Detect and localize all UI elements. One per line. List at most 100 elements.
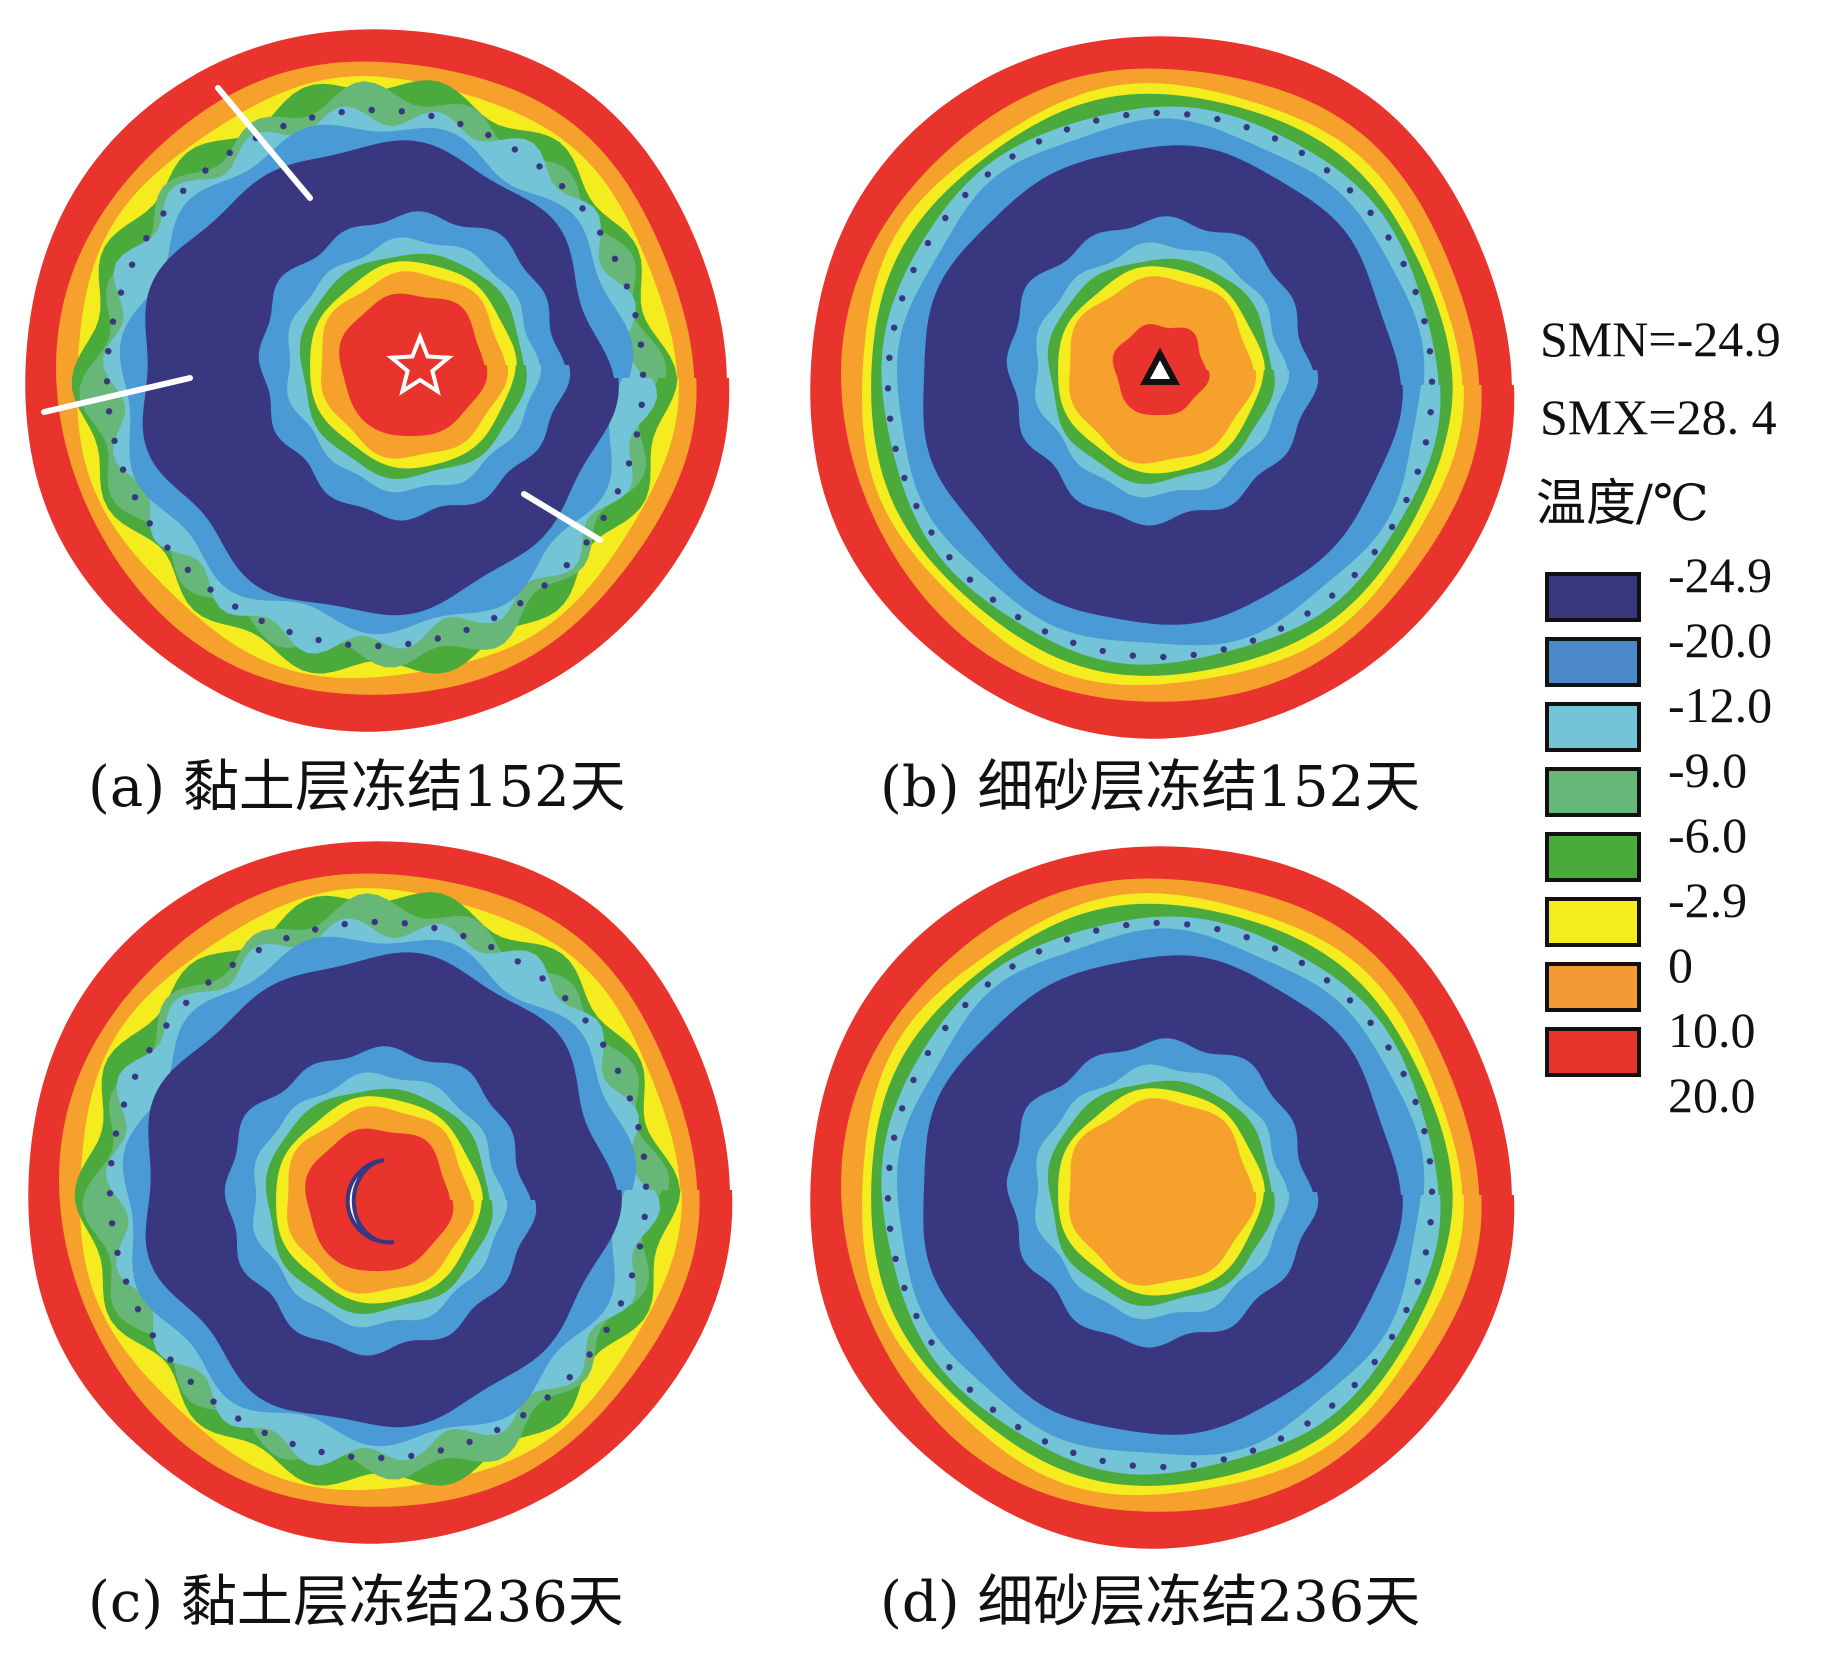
freeze-pipe-dot [614,488,622,495]
freeze-pipe-dot [1388,523,1396,531]
legend-title: 温度/℃ [1536,474,1709,532]
freeze-pipe-dot [341,920,348,928]
freeze-pipe-dot [928,1339,935,1346]
freeze-pipe-dot [1403,496,1410,504]
freeze-pipe-dot [1093,927,1100,934]
freeze-pipe-dot [899,295,906,302]
freeze-pipe-dot [520,1412,527,1419]
freeze-pipe-dot [1184,921,1191,928]
freeze-pipe-dot [111,437,118,444]
freeze-pipe-dot [901,1284,908,1292]
freeze-pipe-dot [1403,1306,1410,1314]
freeze-pipe-dot [368,106,375,114]
freeze-pipe-dot [1190,651,1197,659]
freeze-pipe-dot [1412,1098,1419,1106]
freeze-pipe-dot [614,1067,622,1075]
freeze-pipe-dot [105,408,113,415]
freeze-pipe-dot [457,120,464,128]
freeze-pipe-dot [1422,439,1430,446]
contour-panel-c [28,841,733,1544]
freeze-pipe-dot [544,1394,551,1401]
freeze-pipe-dot [884,385,892,392]
freeze-pipe-dot [112,1130,120,1137]
freeze-pipe-dot [312,926,319,933]
freeze-pipe-dot [1243,124,1250,131]
freeze-pipe-dot [1400,260,1407,268]
contour-core-outer [1069,1098,1256,1286]
legend-tick-label: -12.0 [1668,677,1773,733]
freeze-pipe-dot [886,1225,894,1232]
freeze-pipe-dot [180,187,187,194]
freeze-pipe-dot [405,640,412,648]
freeze-pipe-dot [1427,1219,1434,1226]
freeze-pipe-dot [205,979,212,986]
freeze-pipe-dot [901,474,908,482]
legend-tick-label: 10.0 [1668,1002,1756,1058]
freeze-pipe-dot [283,934,290,942]
freeze-pipe-dot [463,626,470,634]
freeze-pipe-dot [636,1243,644,1250]
freeze-pipe-dot [428,112,435,120]
freeze-pipe-dot [348,1453,355,1460]
legend-swatch [1545,702,1641,752]
freeze-pipe-dot [514,958,521,965]
freeze-pipe-dot [164,544,171,551]
freeze-pipe-dot [1220,646,1228,653]
freeze-pipe-dot [890,1134,898,1141]
freeze-pipe-dot [924,239,932,247]
freeze-pipe-dot [1099,647,1106,655]
freeze-pipe-dot [1385,1044,1392,1051]
contour-panel-d [810,846,1515,1549]
freeze-pipe-dot [989,1406,997,1413]
freeze-pipe-dot [371,918,378,926]
legend-swatch [1545,572,1641,622]
freeze-pipe-dot [946,1364,953,1371]
freeze-pipe-dot [641,1213,648,1221]
freeze-pipe-dot [984,171,991,178]
freeze-pipe-dot [1426,348,1434,355]
freeze-pipe-dot [119,466,127,473]
freeze-pipe-dot [1041,628,1049,635]
freeze-pipe-dot [1243,934,1250,941]
freeze-pipe-dot [1323,167,1331,174]
freeze-pipe-dot [401,920,408,927]
freeze-pipe-dot [633,431,641,438]
legend-tick-label: 20.0 [1668,1067,1756,1123]
freeze-pipe-dot [1367,209,1374,216]
leader-line [521,491,603,543]
freeze-pipe-dot [431,924,438,932]
freeze-pipe-dot [183,999,190,1006]
freeze-pipe-dot [910,266,917,274]
freeze-pipe-dot [1351,1381,1358,1389]
freeze-pipe-dot [309,114,316,121]
freeze-pipe-dot [494,1426,501,1434]
freeze-pipe-dot [146,520,153,527]
freeze-pipe-dot [106,1190,114,1197]
freeze-pipe-dot [928,529,935,536]
legend-tick-label: 0 [1668,937,1693,993]
freeze-pipe-dot [640,1153,648,1160]
freeze-pipe-dot [946,554,953,561]
freeze-pipe-dot [378,1454,385,1462]
freeze-pipe-dot [899,1105,906,1112]
freeze-pipe-dot [1298,959,1306,967]
freeze-pipe-dot [338,108,345,116]
freeze-pipe-dot [1351,571,1358,579]
freeze-pipe-dot [131,1073,139,1080]
freeze-pipe-dot [1009,963,1016,970]
freeze-pipe-dot [632,312,639,319]
freeze-pipe-dot [120,1101,128,1108]
contour-panel-b [810,36,1515,739]
freeze-pipe-dot [1371,548,1378,556]
caption-panel-d: (d) 细砂层冻结236天 [880,1570,1421,1635]
freeze-pipe-dot [114,1249,121,1257]
freeze-pipe-dot [318,1448,325,1456]
freeze-pipe-dot [315,636,322,644]
freeze-pipe-dot [1412,288,1419,296]
triangle-marker-icon [1139,347,1181,385]
freeze-pipe-dot [890,324,898,331]
freeze-pipe-dot [1271,135,1279,142]
legend-swatch [1545,832,1641,882]
freeze-pipe-dot [184,566,191,573]
freeze-pipe-dot [255,946,262,954]
